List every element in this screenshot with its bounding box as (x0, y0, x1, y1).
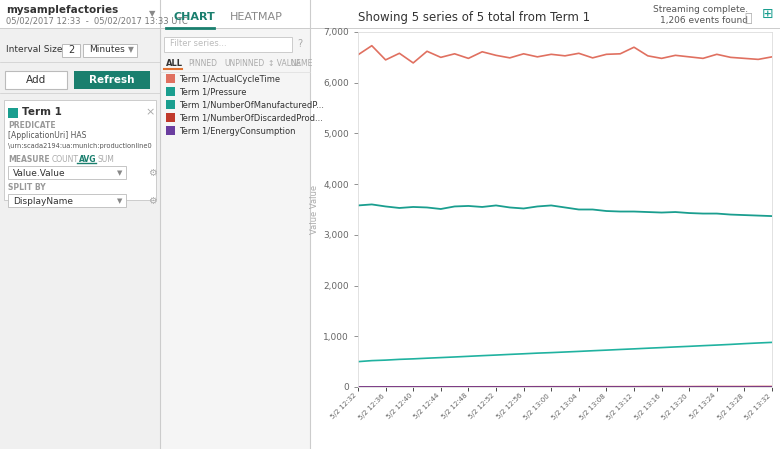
FancyBboxPatch shape (310, 0, 780, 449)
Text: Interval Size:: Interval Size: (6, 45, 66, 54)
Y-axis label: Value Value: Value Value (310, 185, 319, 234)
Text: MEASURE: MEASURE (8, 155, 50, 164)
Text: PINNED: PINNED (188, 60, 217, 69)
FancyBboxPatch shape (4, 100, 156, 200)
FancyBboxPatch shape (0, 0, 780, 28)
Text: ×: × (145, 107, 154, 117)
Text: Term 1/ActualCycleTime: Term 1/ActualCycleTime (179, 75, 280, 84)
Text: ⚙: ⚙ (147, 168, 156, 178)
Text: ALL: ALL (166, 60, 183, 69)
Text: \urn:scada2194:ua:munich:productionline0: \urn:scada2194:ua:munich:productionline0 (8, 143, 152, 149)
Text: Streaming complete.: Streaming complete. (653, 5, 748, 14)
Text: UNPINNED: UNPINNED (224, 60, 264, 69)
Text: SPLIT BY: SPLIT BY (8, 184, 45, 193)
Text: Term 1/EnergyConsumption: Term 1/EnergyConsumption (179, 127, 296, 136)
FancyBboxPatch shape (8, 108, 18, 118)
FancyBboxPatch shape (8, 194, 126, 207)
Text: ▼: ▼ (117, 198, 122, 204)
Text: AVG: AVG (79, 155, 97, 164)
Text: Showing 5 series of 5 total from Term 1: Showing 5 series of 5 total from Term 1 (358, 12, 590, 25)
Text: ▼: ▼ (117, 170, 122, 176)
Text: Term 1/NumberOfDiscardedProd...: Term 1/NumberOfDiscardedProd... (179, 114, 323, 123)
Text: SUM: SUM (98, 155, 115, 164)
Text: DisplayName: DisplayName (13, 197, 73, 206)
FancyBboxPatch shape (160, 0, 310, 449)
Text: Term 1/NumberOfManufacturedP...: Term 1/NumberOfManufacturedP... (179, 101, 324, 110)
FancyBboxPatch shape (0, 0, 160, 449)
Text: ⚙: ⚙ (147, 196, 156, 206)
Text: Term 1/Pressure: Term 1/Pressure (179, 88, 246, 97)
FancyBboxPatch shape (166, 113, 175, 122)
Text: NAME: NAME (290, 60, 312, 69)
Text: Value.Value: Value.Value (13, 168, 66, 177)
Text: Add: Add (26, 75, 46, 85)
Text: ▼: ▼ (128, 45, 134, 54)
Text: Filter series...: Filter series... (170, 40, 227, 48)
FancyBboxPatch shape (83, 44, 137, 57)
FancyBboxPatch shape (164, 37, 292, 52)
Text: CHART: CHART (174, 12, 216, 22)
Text: 1,206 events found: 1,206 events found (660, 17, 748, 26)
Text: ⊞: ⊞ (762, 7, 774, 21)
Text: PREDICATE: PREDICATE (8, 122, 55, 131)
Text: Refresh: Refresh (89, 75, 135, 85)
Text: HEATMAP: HEATMAP (230, 12, 283, 22)
Text: [ApplicationUri] HAS: [ApplicationUri] HAS (8, 132, 87, 141)
FancyBboxPatch shape (74, 71, 150, 89)
FancyBboxPatch shape (5, 71, 67, 89)
FancyBboxPatch shape (8, 166, 126, 179)
Text: 05/02/2017 12:33  -  05/02/2017 13:33 UTC: 05/02/2017 12:33 - 05/02/2017 13:33 UTC (6, 17, 188, 26)
FancyBboxPatch shape (62, 44, 80, 57)
Text: ▼: ▼ (149, 9, 155, 18)
Text: ?: ? (297, 39, 303, 49)
Text: Term 1: Term 1 (22, 107, 62, 117)
FancyBboxPatch shape (166, 74, 175, 83)
Text: mysamplefactories: mysamplefactories (6, 5, 119, 15)
Text: COUNT: COUNT (52, 155, 79, 164)
Text: Minutes: Minutes (89, 45, 125, 54)
Text: 2: 2 (68, 45, 74, 55)
Text: ↕ VALUE: ↕ VALUE (268, 60, 301, 69)
Text: ⬜: ⬜ (744, 12, 752, 25)
FancyBboxPatch shape (166, 100, 175, 109)
FancyBboxPatch shape (166, 126, 175, 135)
FancyBboxPatch shape (166, 87, 175, 96)
